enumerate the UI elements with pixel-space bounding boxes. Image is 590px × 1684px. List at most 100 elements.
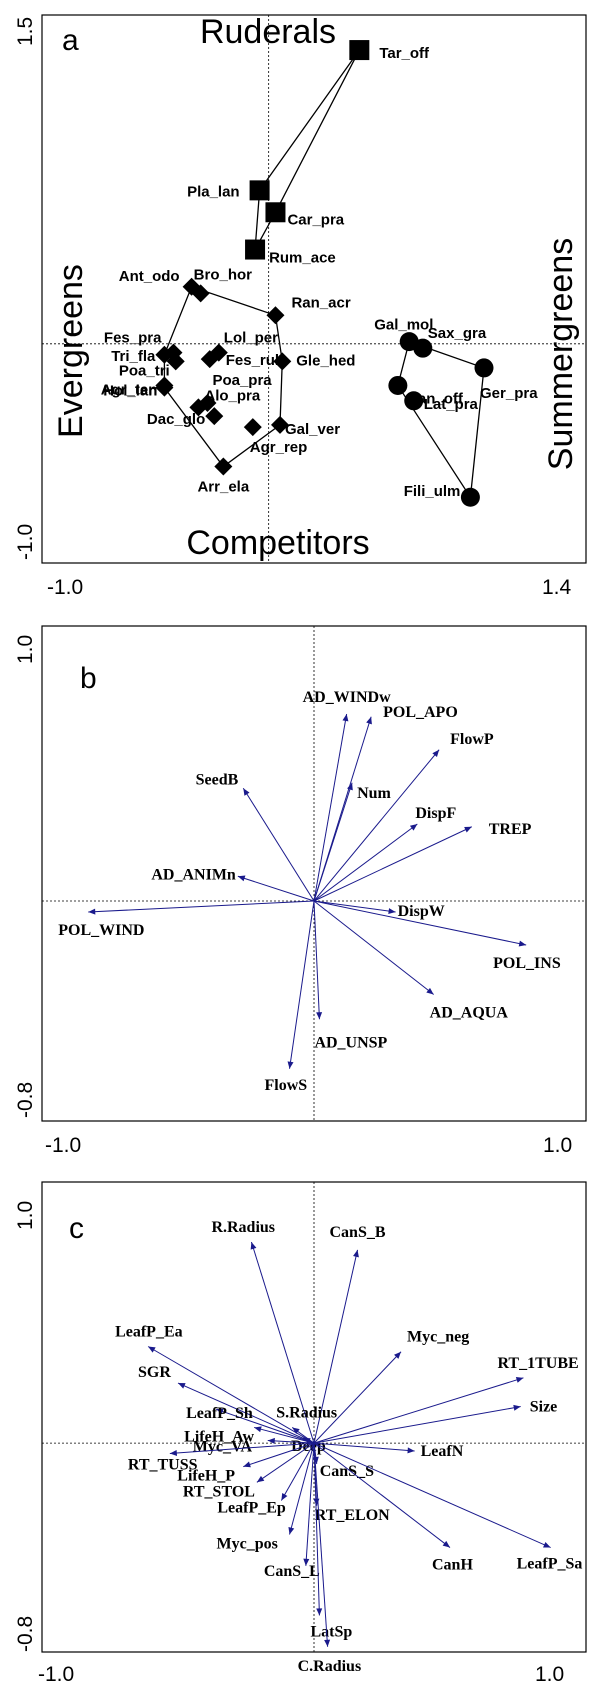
panel-c-ytick-min: -0.8 xyxy=(14,1616,37,1652)
arrowhead-deep xyxy=(303,1437,311,1444)
vector-label-rt-stol: RT_STOL xyxy=(183,1483,255,1500)
arrowhead-s-radius xyxy=(292,1427,300,1434)
vector-label-rt-1tube: RT_1TUBE xyxy=(497,1355,578,1372)
vector-label-leafp-sh: LeafP_Sh xyxy=(186,1405,253,1422)
vector-flowp xyxy=(313,749,440,902)
label-rum-ace: Rum_ace xyxy=(269,250,336,267)
panel-c-xtick-min: -1.0 xyxy=(38,1663,74,1684)
label-agr-rep: Agr_rep xyxy=(250,439,308,456)
point-alo-pra xyxy=(189,398,208,417)
vector-myc-pos xyxy=(289,1442,315,1535)
vector-leafp-sh xyxy=(215,1408,315,1444)
point-dac-glo xyxy=(205,407,224,426)
arrowhead-seedb xyxy=(243,788,250,796)
vector-label-myc-neg: Myc_neg xyxy=(407,1329,469,1346)
point-sax-gra xyxy=(413,338,433,358)
vector-label-ad-animn: AD_ANIMn xyxy=(151,866,236,883)
arrowhead-leafp-ep xyxy=(281,1492,288,1501)
panel-b-label: b xyxy=(80,662,97,695)
vector-label-size: Size xyxy=(530,1399,558,1416)
vector-c-radius xyxy=(313,1443,329,1647)
vector-dispw xyxy=(313,900,396,913)
arrowhead-latsp xyxy=(316,1608,323,1616)
point-ger-pra xyxy=(474,358,494,378)
vector-label-cans-l: CanS_L xyxy=(264,1563,320,1580)
arrowhead-ad-unsp xyxy=(316,1012,323,1020)
vector-label-flows: FlowS xyxy=(265,1077,308,1094)
arrowhead-pol-wind xyxy=(88,908,96,915)
arrowhead-dispw xyxy=(388,908,396,915)
label-sax-gra: Sax_gra xyxy=(428,325,487,342)
vector-label-pol-wind: POL_WIND xyxy=(58,922,144,939)
label-car-pra: Car_pra xyxy=(287,211,344,228)
arrowhead-ad-windw xyxy=(342,714,349,722)
panel-b-ytick-max: 1.0 xyxy=(14,635,37,664)
vector-flows xyxy=(289,900,315,1069)
panel-c-xtick-max: 1.0 xyxy=(535,1663,564,1684)
arrowhead-ad-animn xyxy=(237,875,246,882)
point-poa-tri xyxy=(166,352,185,371)
vector-cans-l xyxy=(305,1443,315,1566)
vector-num xyxy=(313,782,353,902)
arrowhead-myc-neg xyxy=(394,1351,402,1359)
vector-lifeh-aw xyxy=(254,1426,315,1444)
label-pla-lan: Pla_lan xyxy=(187,183,240,200)
vector-lifeh-p xyxy=(243,1442,315,1468)
point-arr-ela xyxy=(214,457,233,476)
vector-ad-animn xyxy=(237,875,315,902)
vector-label-leafp-sa: LeafP_Sa xyxy=(517,1556,583,1573)
panel-a: a -1.0 1.4 1.5 -1.0 Ruderals Competitors… xyxy=(14,13,587,599)
vector-label-flowp: FlowP xyxy=(450,731,494,748)
vector-label-ad-windw: AD_WINDw xyxy=(303,689,391,706)
label-dac-glo: Dac_glo xyxy=(147,411,205,428)
annotation-competitors: Competitors xyxy=(186,524,369,562)
vector-rt-tuss xyxy=(169,1442,315,1455)
label-fes-pra: Fes_pra xyxy=(104,330,162,347)
vector-label-leafp-ea: LeafP_Ea xyxy=(115,1324,183,1341)
panel-a-ytick-min: -1.0 xyxy=(14,524,37,560)
label-gal-mol: Gal_mol xyxy=(374,317,433,334)
vector-pol-ins xyxy=(313,900,527,946)
point-agr-rep xyxy=(243,418,262,437)
arrowhead-ad-aqua xyxy=(426,987,434,995)
panel-c-ytick-max: 1.0 xyxy=(14,1201,37,1230)
vector-sgr xyxy=(177,1382,315,1444)
vector-rt-1tube xyxy=(313,1377,524,1444)
label-bro-hor: Bro_hor xyxy=(194,266,253,283)
vector-r-radius xyxy=(250,1241,315,1444)
point-rum-ace xyxy=(245,239,266,260)
label-poa-tri: Poa_tri xyxy=(119,362,170,379)
label-ran-acr: Ran_acr xyxy=(291,294,350,311)
vector-label-trep: TREP xyxy=(489,821,532,838)
vector-label-lifeh-aw: LifeH_Aw xyxy=(184,1428,254,1445)
vector-label-lifeh-p: LifeH_P xyxy=(177,1468,235,1485)
label-agr-ten: Agr_ten xyxy=(101,381,158,398)
vector-canh xyxy=(313,1442,451,1548)
arrowhead-leafp-ea xyxy=(148,1346,156,1353)
arrowhead-myc-va xyxy=(267,1437,275,1444)
panel-c-label: c xyxy=(69,1212,84,1245)
arrowhead-num xyxy=(347,782,353,791)
panel-b-xtick-min: -1.0 xyxy=(45,1134,81,1157)
annotation-evergreens: Evergreens xyxy=(52,264,90,438)
summergreen-hull xyxy=(397,340,485,500)
arrowhead-cans-b xyxy=(353,1249,359,1258)
vector-label-latsp: LatSp xyxy=(310,1623,352,1640)
arrowhead-pol-apo xyxy=(366,716,372,725)
label-poa-pra: Poa_pra xyxy=(212,372,272,389)
panel-b-ytick-min: -0.8 xyxy=(14,1082,37,1118)
arrowhead-rt-1tube xyxy=(515,1377,524,1383)
vector-label-r-radius: R.Radius xyxy=(211,1219,275,1236)
arrowhead-sgr xyxy=(178,1383,186,1389)
point-gle-hed xyxy=(273,352,292,371)
label-fes-rub: Fes_rub xyxy=(226,352,284,369)
panel-a-ytick-max: 1.5 xyxy=(14,17,37,46)
annotation-ruderals: Ruderals xyxy=(200,13,336,51)
arrowhead-leafp-sa xyxy=(543,1541,551,1548)
vector-size xyxy=(313,1406,521,1444)
arrowhead-trep xyxy=(464,826,472,833)
vector-label-rt-tuss: RT_TUSS xyxy=(128,1457,198,1474)
label-hol-lan: Hol_lan xyxy=(103,383,157,400)
panel-a-xtick-max: 1.4 xyxy=(542,576,572,599)
arrowhead-lifeh-aw xyxy=(254,1426,262,1433)
